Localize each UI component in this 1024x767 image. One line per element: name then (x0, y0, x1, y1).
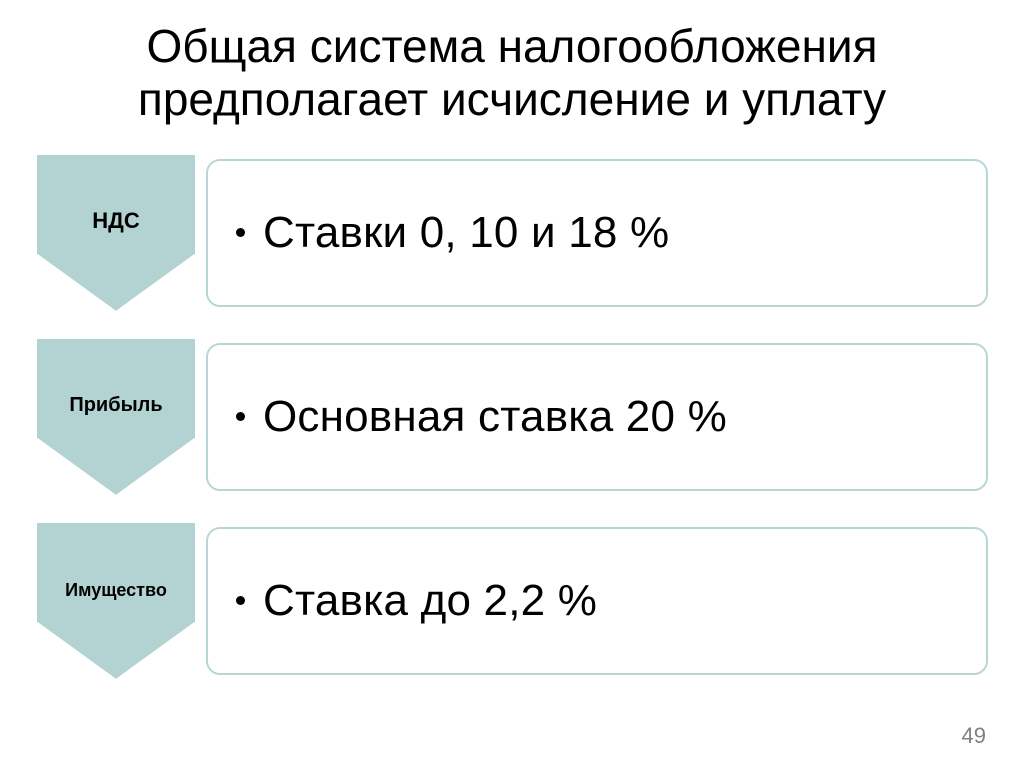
card-text: Основная ставка 20 % (263, 392, 727, 442)
chevron: Прибыль (36, 338, 196, 496)
card-text: Ставки 0, 10 и 18 % (263, 208, 669, 258)
diagram-row: НДС Ставки 0, 10 и 18 % (36, 154, 988, 312)
card-text: Ставка до 2,2 % (263, 576, 597, 626)
diagram-rows: НДС Ставки 0, 10 и 18 % Прибыль Основная… (30, 154, 994, 680)
title-line-2: предполагает исчисление и уплату (138, 73, 886, 125)
info-card: Ставки 0, 10 и 18 % (206, 159, 988, 307)
bullet-icon (236, 596, 245, 605)
bullet-icon (236, 412, 245, 421)
diagram-row: Имущество Ставка до 2,2 % (36, 522, 988, 680)
chevron-label: НДС (36, 208, 196, 234)
info-card: Основная ставка 20 % (206, 343, 988, 491)
chevron-label: Имущество (36, 580, 196, 601)
info-card: Ставка до 2,2 % (206, 527, 988, 675)
slide-title: Общая система налогообложения предполага… (30, 20, 994, 126)
page-number: 49 (962, 723, 986, 749)
bullet-icon (236, 228, 245, 237)
title-line-1: Общая система налогообложения (147, 20, 878, 72)
slide: Общая система налогообложения предполага… (0, 0, 1024, 767)
chevron-down-icon (36, 338, 196, 496)
chevron: Имущество (36, 522, 196, 680)
chevron: НДС (36, 154, 196, 312)
diagram-row: Прибыль Основная ставка 20 % (36, 338, 988, 496)
chevron-down-icon (36, 522, 196, 680)
chevron-label: Прибыль (36, 394, 196, 417)
